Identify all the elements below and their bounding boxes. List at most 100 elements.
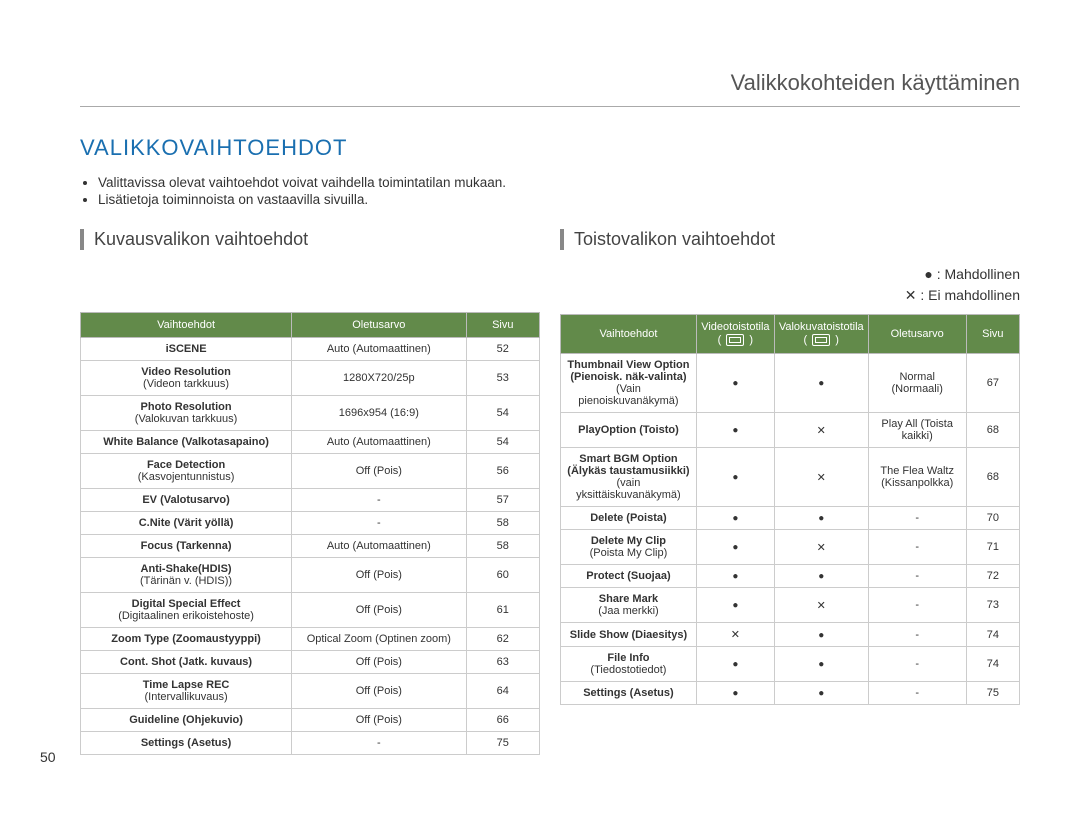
bullet-item: Lisätietoja toiminnoista on vastaavilla … — [98, 192, 1020, 207]
section-title: VALIKKOVAIHTOEHDOT — [80, 135, 1020, 161]
legend-not-possible: ✕ : Ei mahdollinen — [560, 285, 1020, 306]
option-default: Play All (Toista kaikki) — [868, 413, 966, 448]
option-default: - — [868, 647, 966, 682]
option-label: iSCENE — [81, 338, 292, 361]
mark-not-possible — [774, 448, 868, 507]
option-label: EV (Valotusarvo) — [81, 489, 292, 512]
table-row: Photo Resolution(Valokuvan tarkkuus)1696… — [81, 396, 540, 431]
option-label: Focus (Tarkenna) — [81, 535, 292, 558]
option-default: - — [868, 682, 966, 705]
option-default: Off (Pois) — [292, 558, 466, 593]
option-page: 52 — [466, 338, 539, 361]
mark-possible — [774, 647, 868, 682]
table-row: Digital Special Effect(Digitaalinen erik… — [81, 593, 540, 628]
option-page: 58 — [466, 535, 539, 558]
table-row: Face Detection(Kasvojentunnistus)Off (Po… — [81, 454, 540, 489]
table-row: Video Resolution(Videon tarkkuus)1280X72… — [81, 361, 540, 396]
col-header: Valokuvatoistotila ( ) — [774, 315, 868, 354]
option-page: 54 — [466, 396, 539, 431]
option-label: Slide Show (Diaesitys) — [561, 623, 697, 647]
option-page: 58 — [466, 512, 539, 535]
option-label: Cont. Shot (Jatk. kuvaus) — [81, 651, 292, 674]
table-row: Smart BGM Option (Älykäs taustamusiikki)… — [561, 448, 1020, 507]
option-page: 61 — [466, 593, 539, 628]
mark-not-possible — [774, 530, 868, 565]
option-default: The Flea Waltz (Kis­sanpolkka) — [868, 448, 966, 507]
option-label: Settings (Asetus) — [81, 732, 292, 755]
breadcrumb-title: Valikkokohteiden käyttäminen — [80, 70, 1020, 107]
option-page: 70 — [966, 507, 1019, 530]
table-row: Thumbnail View Option (Pienoisk. näk-val… — [561, 354, 1020, 413]
mark-possible — [696, 413, 774, 448]
option-default: Off (Pois) — [292, 593, 466, 628]
option-label: PlayOption (Toisto) — [561, 413, 697, 448]
option-page: 74 — [966, 647, 1019, 682]
option-label: C.Nite (Värit yöllä) — [81, 512, 292, 535]
option-page: 73 — [966, 588, 1019, 623]
table-row: Anti-Shake(HDIS)(Tärinän v. (HDIS))Off (… — [81, 558, 540, 593]
col-header: Vaihtoehdot — [81, 313, 292, 338]
table-row: Guideline (Ohjekuvio)Off (Pois)66 — [81, 709, 540, 732]
option-default: Optical Zoom (Optinen zoom) — [292, 628, 466, 651]
option-default: - — [868, 623, 966, 647]
option-default: - — [868, 565, 966, 588]
page-number: 50 — [40, 749, 56, 765]
mark-possible — [774, 682, 868, 705]
option-page: 53 — [466, 361, 539, 396]
bullet-item: Valittavissa olevat vaihtoehdot voivat v… — [98, 175, 1020, 190]
option-page: 63 — [466, 651, 539, 674]
playback-menu-table: Vaihtoehdot Videotoistotila ( ) Valokuva… — [560, 314, 1020, 705]
option-page: 60 — [466, 558, 539, 593]
table-row: PlayOption (Toisto) Play All (Toista kaik… — [561, 413, 1020, 448]
mark-not-possible — [774, 588, 868, 623]
option-default: Off (Pois) — [292, 674, 466, 709]
table-row: EV (Valotusarvo)-57 — [81, 489, 540, 512]
table-row: C.Nite (Värit yöllä)-58 — [81, 512, 540, 535]
legend-possible: ● : Mahdollinen — [560, 264, 1020, 285]
option-default: Off (Pois) — [292, 651, 466, 674]
mark-not-possible — [774, 413, 868, 448]
option-default: Auto (Automaattinen) — [292, 338, 466, 361]
option-default: Normal (Normaali) — [868, 354, 966, 413]
option-default: - — [868, 530, 966, 565]
table-row: Settings (Asetus)-75 — [81, 732, 540, 755]
option-page: 75 — [466, 732, 539, 755]
recording-menu-table: Vaihtoehdot Oletusarvo Sivu iSCENEAuto (… — [80, 312, 540, 755]
option-default: - — [292, 489, 466, 512]
option-default: Auto (Automaattinen) — [292, 431, 466, 454]
option-label: Zoom Type (Zoomaustyyppi) — [81, 628, 292, 651]
option-label: Delete (Poista) — [561, 507, 697, 530]
option-page: 68 — [966, 413, 1019, 448]
table-row: iSCENEAuto (Automaattinen)52 — [81, 338, 540, 361]
right-heading: Toistovalikon vaihtoehdot — [560, 229, 1020, 250]
table-row: Zoom Type (Zoomaustyyppi)Optical Zoom (O… — [81, 628, 540, 651]
mark-possible — [696, 448, 774, 507]
mark-possible — [774, 565, 868, 588]
option-page: 74 — [966, 623, 1019, 647]
mark-possible — [774, 354, 868, 413]
option-label: Photo Resolution(Valokuvan tarkkuus) — [81, 396, 292, 431]
table-row: Focus (Tarkenna)Auto (Automaattinen)58 — [81, 535, 540, 558]
col-header: Vaihtoehdot — [561, 315, 697, 354]
col-header: Sivu — [966, 315, 1019, 354]
table-row: File Info(Tiedostotiedot)-74 — [561, 647, 1020, 682]
option-page: 71 — [966, 530, 1019, 565]
left-heading: Kuvausvalikon vaihtoehdot — [80, 229, 540, 250]
legend: ● : Mahdollinen ✕ : Ei mahdollinen — [560, 264, 1020, 306]
option-default: - — [868, 588, 966, 623]
mark-possible — [696, 588, 774, 623]
photo-mode-icon — [812, 334, 830, 346]
mark-possible — [696, 565, 774, 588]
mark-possible — [696, 647, 774, 682]
mark-possible — [774, 623, 868, 647]
option-label: White Balance (Valkotasapaino) — [81, 431, 292, 454]
option-label: Time Lapse REC(Intervallikuvaus) — [81, 674, 292, 709]
mark-possible — [696, 530, 774, 565]
option-page: 67 — [966, 354, 1019, 413]
option-label: Digital Special Effect(Digitaalinen erik… — [81, 593, 292, 628]
video-mode-icon — [726, 334, 744, 346]
option-page: 72 — [966, 565, 1019, 588]
option-default: - — [292, 732, 466, 755]
mark-not-possible — [696, 623, 774, 647]
col-header: Videotoistotila ( ) — [696, 315, 774, 354]
